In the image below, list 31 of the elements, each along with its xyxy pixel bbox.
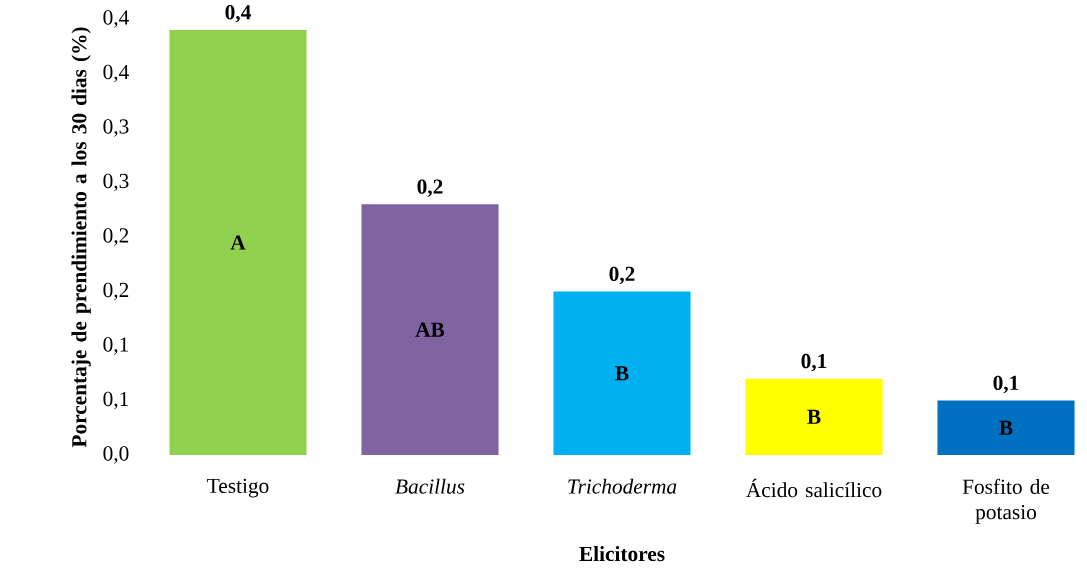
- data-label: 0,4: [225, 5, 251, 23]
- y-tick-label: 0,2: [103, 228, 129, 246]
- y-tick-label: 0,2: [103, 282, 129, 301]
- bar: [745, 378, 883, 455]
- y-tick-label: 0,1: [103, 391, 129, 410]
- annotation: B: [615, 366, 629, 381]
- y-tick-label: 0,4: [103, 10, 129, 28]
- data-label: 0,1: [801, 353, 827, 372]
- bar: [361, 204, 499, 455]
- y-tick-label: 0,3: [103, 173, 129, 192]
- y-tick-label: 0,3: [103, 119, 129, 137]
- data-label: 0,1: [993, 375, 1019, 394]
- x-tick-label: Bacillus: [395, 478, 465, 494]
- annotation: A: [230, 235, 246, 250]
- x-tick-label: Fosfito de potasio: [962, 478, 1050, 524]
- bar: [553, 291, 691, 455]
- y-tick-label: 0,4: [103, 64, 129, 83]
- data-label: 0,2: [417, 179, 443, 197]
- y-tick-label: 0,0: [103, 446, 129, 464]
- x-axis-title: Elicitores: [579, 546, 665, 562]
- bar: [169, 29, 307, 455]
- data-label: 0,2: [609, 266, 635, 285]
- annotation: AB: [415, 322, 445, 337]
- annotation: B: [807, 409, 821, 424]
- y-axis-title: Porcentaje de prendimiento a los 30 dias (%): [71, 27, 91, 448]
- x-tick-label: Ácido salicílico: [746, 478, 882, 498]
- x-tick-label: Testigo: [207, 478, 269, 498]
- x-tick-label: Trichoderma: [568, 478, 677, 494]
- bar: [937, 400, 1075, 455]
- annotation: B: [999, 420, 1013, 435]
- y-tick-label: 0,1: [103, 337, 129, 355]
